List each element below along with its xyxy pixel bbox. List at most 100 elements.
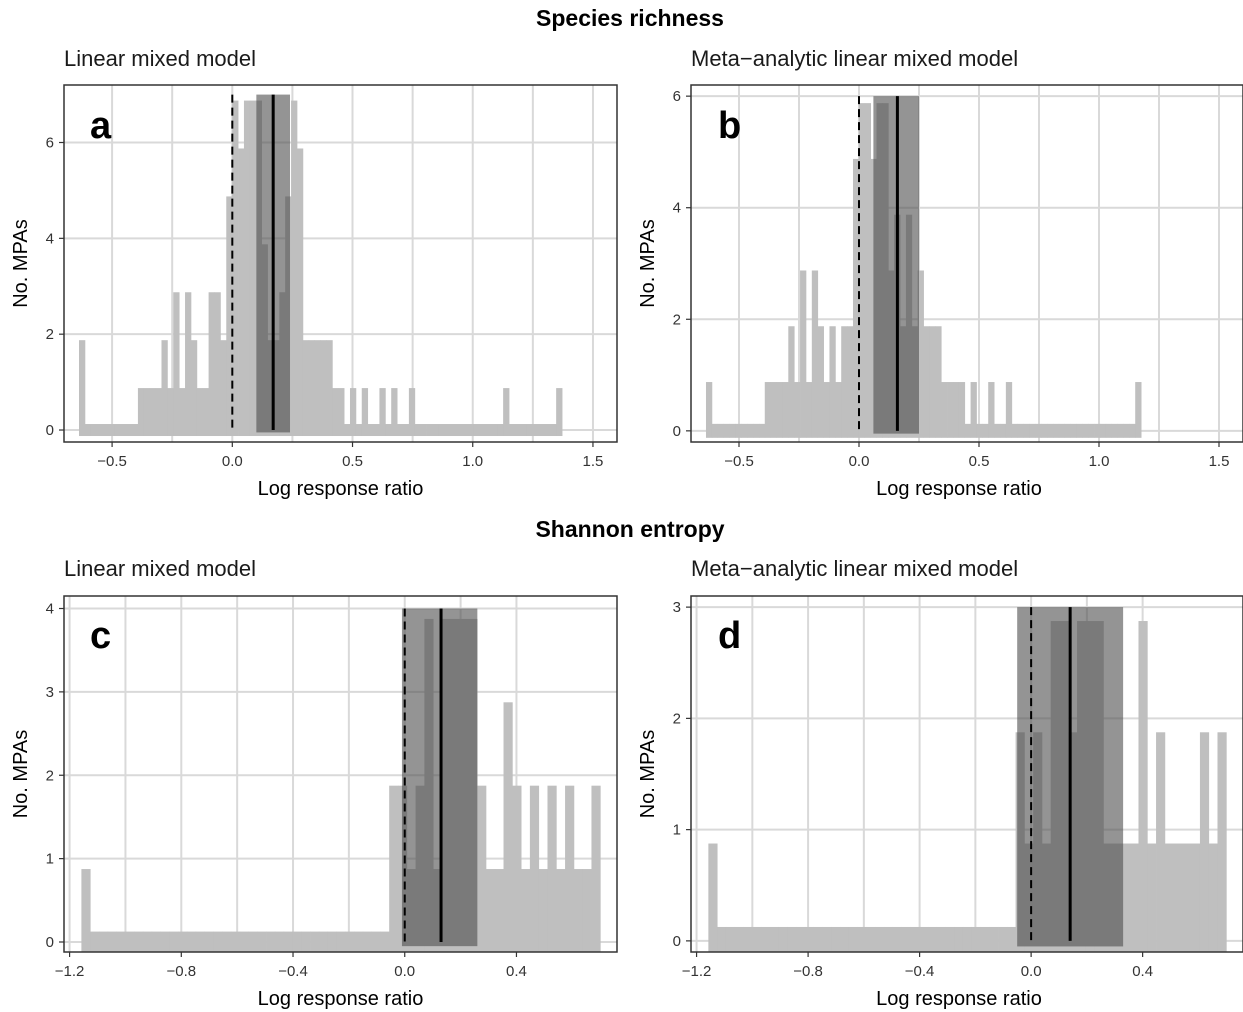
histogram-bar <box>509 424 516 437</box>
histogram-bar <box>982 423 989 438</box>
y-tick-label: 2 <box>46 767 54 784</box>
histogram-bar <box>1164 843 1175 952</box>
histogram-bar <box>208 292 215 437</box>
histogram-bar <box>901 926 911 952</box>
histogram-bar <box>1182 843 1192 952</box>
histogram-bar <box>729 423 736 438</box>
histogram-bar <box>296 148 304 437</box>
histogram-bar <box>964 423 971 438</box>
section-title-shannon-entropy: Shannon entropy <box>535 516 724 542</box>
histogram-bar <box>108 424 115 437</box>
histogram-bar <box>538 869 548 952</box>
histogram-bar <box>167 388 174 437</box>
histogram-bar <box>389 785 399 952</box>
histogram-bar <box>923 326 930 438</box>
histogram-bar <box>1135 382 1142 438</box>
x-tick-label: 0.5 <box>342 453 363 470</box>
histogram-bar <box>318 931 329 952</box>
histogram-bar <box>829 326 836 438</box>
histogram-bar <box>1058 423 1066 438</box>
histogram-bar <box>354 931 364 952</box>
plot-area <box>708 607 1227 952</box>
histogram-bar <box>705 382 713 438</box>
histogram-bar <box>450 424 457 437</box>
histogram-bar <box>222 931 232 952</box>
panel-c: Linear mixed model −1.2 −0.8 −0.4 0.0 0.4 0 1 2 3… <box>10 556 618 1010</box>
plot-area <box>705 96 1142 438</box>
histogram-bar <box>274 931 285 952</box>
y-tick-label: 2 <box>46 326 54 343</box>
histogram-bar <box>910 926 920 952</box>
histogram-bar <box>741 423 748 438</box>
histogram-bar <box>947 382 954 438</box>
y-tick-label: 3 <box>673 599 681 616</box>
histogram-bar <box>1094 423 1101 438</box>
histogram-bar <box>461 424 469 437</box>
x-tick-label: 0.0 <box>849 453 870 470</box>
histogram-bar <box>327 931 337 952</box>
histogram-bar <box>1129 423 1136 438</box>
plot-frame <box>690 84 1243 443</box>
y-tick-label: 1 <box>673 822 681 839</box>
histogram-bar <box>485 424 492 437</box>
y-tick-label: 3 <box>46 684 54 701</box>
histogram-bar <box>917 270 924 438</box>
y-axis-title: No. MPAs <box>637 730 659 819</box>
histogram-bar <box>532 424 539 437</box>
histogram-bar <box>444 424 451 437</box>
histogram-bar <box>491 424 498 437</box>
histogram-bar <box>178 931 188 952</box>
histogram-bar <box>204 931 214 952</box>
histogram-bar <box>711 423 719 438</box>
histogram-bar <box>249 100 257 437</box>
x-tick-label: −1.2 <box>55 963 85 980</box>
histogram-bar <box>385 424 392 437</box>
histogram-bar <box>1005 382 1013 438</box>
histogram-bar <box>778 926 788 952</box>
x-tick-label: −1.2 <box>682 963 712 980</box>
panel-d: Meta−analytic linear mixed model −1.2 −0.8… <box>637 556 1243 1010</box>
histogram-bar <box>1023 423 1030 438</box>
panel-b-title: Meta−analytic linear mixed model <box>691 46 1018 71</box>
y-tick-label: 2 <box>673 311 681 328</box>
histogram-bar <box>473 424 480 437</box>
histogram-bar <box>179 388 186 437</box>
histogram-bar <box>302 340 310 437</box>
histogram-bar <box>811 270 819 438</box>
histogram-bar <box>336 931 346 952</box>
histogram-bar <box>1123 423 1130 438</box>
histogram-bar <box>155 388 162 437</box>
histogram-bar <box>1064 423 1071 438</box>
histogram-bar <box>521 869 531 952</box>
histogram-bar <box>988 382 995 438</box>
x-tick-label: 1.0 <box>462 453 483 470</box>
histogram-bar <box>456 424 463 437</box>
x-tick-label: 1.0 <box>1089 453 1110 470</box>
y-tick-label: 6 <box>46 135 54 152</box>
histogram-bar <box>310 931 320 952</box>
histogram-bar <box>998 926 1008 952</box>
panel-c-title: Linear mixed model <box>64 556 256 581</box>
histogram-bar <box>214 292 221 437</box>
panel-letter: d <box>718 615 741 657</box>
panel-a-title: Linear mixed model <box>64 46 256 71</box>
histogram-bar <box>102 424 109 437</box>
histogram-bar <box>283 931 293 952</box>
x-tick-label: 1.5 <box>583 453 604 470</box>
x-tick-label: 0.0 <box>394 963 415 980</box>
histogram-bar <box>497 424 504 437</box>
histogram-bar <box>1208 843 1218 952</box>
histogram-bar <box>723 423 730 438</box>
y-tick-label: 4 <box>46 230 54 247</box>
histogram-bar <box>125 931 135 952</box>
histogram-bar <box>408 388 416 437</box>
histogram-bar <box>1029 423 1036 438</box>
histogram-bar <box>371 931 381 952</box>
histogram-bar <box>1088 423 1095 438</box>
histogram-bar <box>787 926 797 952</box>
histogram-bar <box>743 926 753 952</box>
y-tick-label: 0 <box>46 422 54 439</box>
histogram-bar <box>945 926 955 952</box>
histogram-bar <box>160 931 170 952</box>
histogram-bar <box>1173 843 1183 952</box>
